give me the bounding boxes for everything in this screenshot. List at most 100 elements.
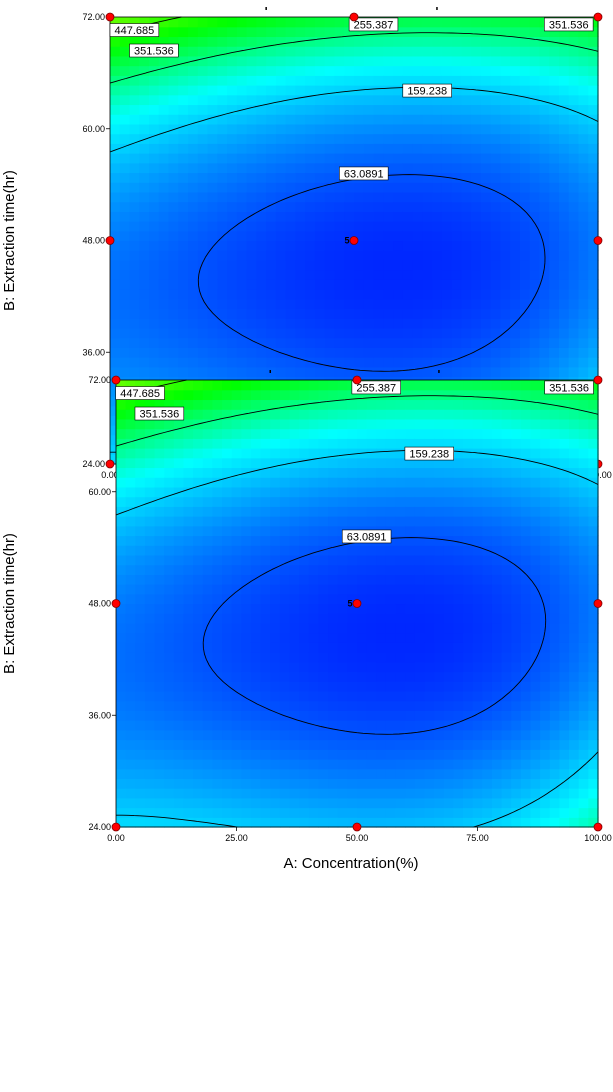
heatmap-cell	[402, 143, 414, 154]
heatmap-cell	[125, 554, 136, 566]
heatmap-cell	[540, 671, 551, 682]
heatmap-cell	[250, 477, 262, 488]
heatmap-cell	[540, 632, 551, 643]
heatmap-cell	[334, 75, 345, 86]
heatmap-cell	[154, 525, 165, 537]
heatmap-cell	[511, 671, 522, 682]
heatmap-cell	[289, 399, 300, 410]
heatmap-cell	[328, 506, 339, 517]
heatmap-cell	[125, 525, 136, 537]
heatmap-cell	[578, 438, 589, 449]
heatmap-cell	[568, 327, 580, 339]
heatmap-cell	[285, 337, 297, 348]
heatmap-cell	[202, 749, 213, 760]
heatmap-cell	[289, 817, 300, 828]
heatmap-cell	[144, 603, 156, 614]
heatmap-cell	[227, 289, 238, 300]
heatmap-cell	[412, 123, 423, 135]
heatmap-cell	[158, 347, 170, 358]
heatmap-cell	[559, 438, 570, 449]
heatmap-cell	[279, 749, 291, 760]
heatmap-cell	[539, 55, 550, 67]
heatmap-cell	[578, 347, 589, 358]
heatmap-cell	[164, 428, 175, 439]
heatmap-cell	[193, 535, 204, 546]
heatmap-cell	[539, 347, 550, 358]
heatmap-cell	[318, 817, 329, 828]
heatmap-cell	[241, 642, 252, 653]
heatmap-cell	[129, 65, 140, 76]
heatmap-cell	[354, 94, 365, 106]
heatmap-cell	[393, 279, 404, 290]
heatmap-cell	[461, 337, 472, 348]
heatmap-cell	[568, 46, 580, 57]
heatmap-cell	[308, 768, 320, 780]
heatmap-cell	[193, 516, 204, 527]
heatmap-cell	[295, 230, 306, 242]
heatmap-cell	[119, 259, 131, 271]
heatmap-cell	[490, 357, 501, 368]
heatmap-cell	[463, 739, 474, 750]
heatmap-cell	[491, 758, 503, 770]
heatmap-cell	[236, 17, 248, 28]
heatmap-cell	[168, 289, 179, 300]
heatmap-cell	[511, 564, 522, 575]
heatmap-cell	[357, 438, 368, 449]
heatmap-cell	[366, 613, 377, 624]
heatmap-cell	[129, 191, 140, 203]
heatmap-cell	[110, 405, 121, 417]
heatmap-cell	[260, 525, 271, 537]
heatmap-cell	[412, 298, 423, 310]
heatmap-cell	[241, 418, 252, 430]
heatmap-cell	[324, 55, 336, 67]
heatmap-cell	[424, 428, 435, 439]
heatmap-cell	[193, 428, 204, 439]
heatmap-cell	[424, 457, 435, 469]
heatmap-cell	[385, 438, 397, 449]
heatmap-cell	[328, 545, 339, 556]
heatmap-cell	[217, 298, 228, 310]
heatmap-cell	[217, 308, 228, 319]
heatmap-cell	[414, 409, 426, 420]
heatmap-cell	[385, 428, 397, 439]
heatmap-cell	[236, 133, 248, 144]
heatmap-cell	[520, 418, 532, 430]
heatmap-cell	[451, 337, 462, 348]
heatmap-cell	[529, 289, 541, 300]
heatmap-cell	[501, 720, 512, 731]
heatmap-cell	[434, 797, 445, 809]
heatmap-cell	[289, 739, 300, 750]
heatmap-cell	[197, 36, 209, 47]
heatmap-cell	[443, 399, 454, 410]
heatmap-cell	[383, 250, 394, 261]
heatmap-cell	[395, 758, 406, 770]
heatmap-cell	[549, 477, 561, 488]
heatmap-cell	[471, 191, 482, 203]
heatmap-cell	[453, 389, 464, 401]
contour-label: 351.536	[139, 409, 179, 421]
heatmap-cell	[295, 153, 306, 164]
heatmap-cell	[366, 758, 377, 770]
heatmap-cell	[173, 758, 185, 770]
heatmap-cell	[207, 26, 218, 38]
heatmap-cell	[491, 535, 503, 546]
heatmap-cell	[285, 143, 297, 154]
heatmap-cell	[520, 739, 532, 750]
heatmap-cell	[178, 347, 189, 358]
heatmap-cell	[443, 380, 454, 391]
heatmap-cell	[443, 749, 454, 760]
heatmap-cell	[231, 525, 242, 537]
heatmap-cell	[125, 428, 136, 439]
heatmap-cell	[354, 230, 365, 242]
heatmap-cell	[217, 143, 228, 154]
heatmap-cell	[529, 318, 541, 329]
heatmap-cell	[250, 593, 262, 605]
heatmap-cell	[588, 720, 599, 731]
heatmap-cell	[510, 279, 521, 290]
heatmap-cell	[295, 221, 306, 232]
heatmap-cell	[432, 94, 443, 106]
heatmap-cell	[491, 448, 503, 459]
heatmap-cell	[354, 104, 365, 115]
heatmap-cell	[116, 817, 127, 828]
heatmap-cell	[463, 545, 474, 556]
